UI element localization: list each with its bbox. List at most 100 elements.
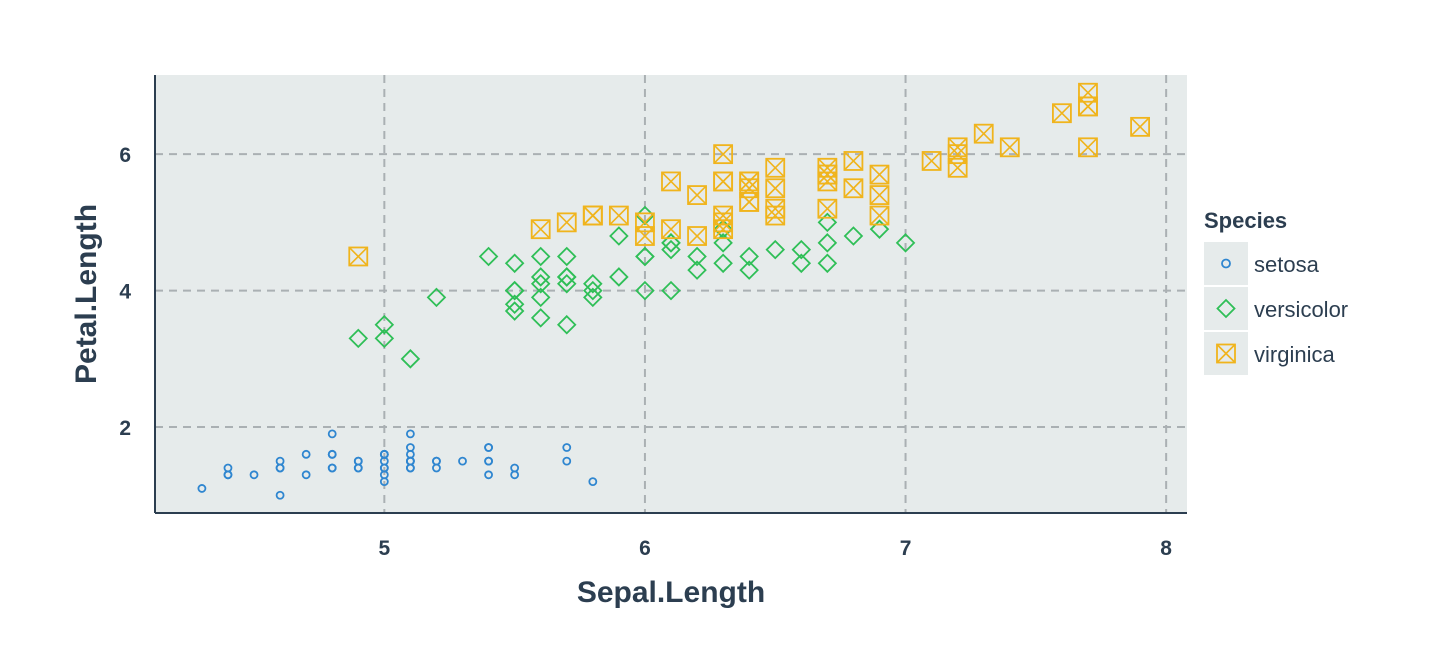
point-versicolor <box>556 267 577 287</box>
point-virginica <box>765 178 786 199</box>
point-setosa <box>275 463 285 473</box>
point-versicolor <box>556 314 577 335</box>
point-virginica <box>817 198 838 219</box>
point-versicolor <box>556 246 577 267</box>
point-virginica <box>687 185 707 205</box>
point-versicolor <box>661 280 681 301</box>
point-setosa <box>327 449 337 459</box>
point-versicolor <box>687 246 707 267</box>
point-virginica <box>1078 96 1098 117</box>
point-virginica <box>999 137 1020 158</box>
point-virginica <box>1052 103 1072 124</box>
series-setosa <box>197 429 598 500</box>
legend-item-versicolor: versicolor <box>1204 287 1348 330</box>
point-versicolor <box>504 280 525 301</box>
y-axis-title: Petal.Length <box>70 204 103 384</box>
point-virginica <box>530 219 551 240</box>
point-virginica <box>921 151 942 171</box>
point-versicolor <box>739 260 759 280</box>
point-virginica <box>713 171 734 192</box>
point-virginica <box>947 144 968 165</box>
point-virginica <box>687 226 707 246</box>
point-setosa <box>197 484 207 493</box>
point-virginica <box>739 191 760 212</box>
point-setosa <box>327 429 337 439</box>
point-setosa <box>510 470 520 480</box>
point-versicolor <box>661 239 681 260</box>
x-tick-label: 5 <box>378 537 390 560</box>
point-versicolor <box>635 246 655 267</box>
y-tick-label: 2 <box>119 417 131 440</box>
point-setosa <box>249 470 259 480</box>
point-versicolor <box>609 226 629 246</box>
point-virginica <box>947 157 968 178</box>
point-virginica <box>635 212 655 233</box>
point-setosa <box>301 449 311 459</box>
legend-title: Species <box>1204 208 1287 233</box>
y-tick-label: 6 <box>119 144 131 167</box>
legend-key-virginica-icon <box>1216 343 1236 364</box>
plot-panel <box>155 75 1187 513</box>
series-virginica <box>348 82 1150 267</box>
point-versicolor <box>504 301 525 321</box>
point-setosa <box>379 463 389 473</box>
legend: Species setosa versicolor virginica <box>1204 208 1348 375</box>
point-versicolor <box>530 287 551 308</box>
point-versicolor <box>400 349 421 369</box>
x-tick-labels: 5 6 7 8 <box>378 537 1172 560</box>
point-versicolor <box>583 273 603 294</box>
point-virginica <box>661 171 681 192</box>
point-virginica <box>869 205 890 226</box>
legend-label: versicolor <box>1254 297 1348 322</box>
legend-item-setosa: setosa <box>1204 242 1320 285</box>
point-virginica <box>713 212 734 233</box>
point-setosa <box>458 456 467 466</box>
point-versicolor <box>609 267 629 287</box>
point-virginica <box>713 144 734 165</box>
point-virginica <box>765 157 786 178</box>
point-versicolor <box>530 308 551 328</box>
point-setosa <box>301 470 311 480</box>
point-virginica <box>635 226 655 246</box>
point-setosa <box>379 449 389 459</box>
point-virginica <box>1130 116 1150 137</box>
point-setosa <box>327 463 337 473</box>
point-versicolor <box>817 253 838 274</box>
point-virginica <box>817 164 838 185</box>
point-versicolor <box>348 328 369 349</box>
x-tick-label: 8 <box>1160 537 1172 560</box>
point-setosa <box>588 477 598 487</box>
legend-key-setosa-icon <box>1221 258 1231 269</box>
point-setosa <box>432 456 441 466</box>
gridlines <box>155 75 1187 513</box>
y-tick-labels: 2 4 6 <box>119 144 131 440</box>
point-versicolor <box>817 212 838 233</box>
point-setosa <box>405 449 415 459</box>
point-setosa <box>484 443 493 452</box>
point-virginica <box>739 178 760 199</box>
point-setosa <box>562 443 572 452</box>
point-versicolor <box>374 328 395 349</box>
point-setosa <box>562 456 572 466</box>
point-setosa <box>405 429 415 439</box>
point-versicolor <box>895 233 916 253</box>
point-versicolor <box>661 233 681 253</box>
point-virginica <box>1078 82 1098 103</box>
point-versicolor <box>374 314 395 335</box>
point-versicolor <box>426 287 447 308</box>
point-versicolor <box>843 226 864 246</box>
point-setosa <box>484 456 493 466</box>
point-virginica <box>556 212 577 233</box>
x-tick-label: 6 <box>639 537 651 560</box>
point-setosa <box>353 463 363 473</box>
point-setosa <box>275 490 285 500</box>
point-virginica <box>765 198 786 219</box>
legend-key-background <box>1204 242 1248 285</box>
point-versicolor <box>765 239 786 260</box>
point-setosa <box>484 470 493 480</box>
point-virginica <box>973 123 994 144</box>
legend-key-versicolor-icon <box>1216 298 1236 319</box>
point-versicolor <box>739 246 759 267</box>
legend-item-virginica: virginica <box>1204 332 1335 375</box>
y-tick-label: 4 <box>119 281 131 304</box>
